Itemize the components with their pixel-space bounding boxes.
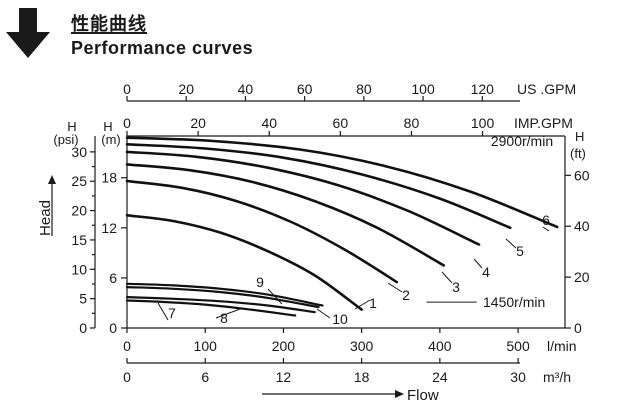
- series-group: [125, 136, 559, 317]
- curve-2: [125, 179, 399, 284]
- psi-tick-label: 0: [79, 320, 87, 336]
- curve-2-leader: [387, 282, 403, 293]
- us-gpm-tick-label: 0: [123, 81, 131, 97]
- imp-gpm-tick-label: 40: [261, 115, 277, 131]
- psi-axis-label-h: H: [67, 119, 76, 134]
- lpm-tick-label: 200: [272, 338, 296, 354]
- curve-7-label: 7: [168, 305, 176, 321]
- flow-arrow-head-icon: [395, 390, 404, 398]
- m3h-tick-label: 12: [276, 369, 292, 385]
- m-tick-label: 18: [101, 170, 117, 186]
- us-gpm-tick-label: 100: [411, 81, 435, 97]
- curve-8: [125, 296, 316, 314]
- ft-tick-label: 0: [574, 320, 582, 336]
- title-english: Performance curves: [71, 38, 254, 58]
- curve-6-leader: [542, 226, 550, 232]
- imp-gpm-tick-label: 60: [333, 115, 349, 131]
- us-gpm-axis-label: US .GPM: [517, 81, 576, 97]
- curve-9-leader: [267, 288, 283, 305]
- lpm-tick-label: 100: [194, 338, 218, 354]
- ft-tick-label: 40: [574, 218, 590, 234]
- head-axis-label: Head: [37, 200, 54, 236]
- m-tick-label: 6: [109, 270, 117, 286]
- curve-6-label: 6: [542, 212, 550, 228]
- labels-group: 2900r/min 1450r/min 1 2 3 4 5 6 7 8 9 10: [157, 133, 553, 327]
- psi-tick-label: 30: [71, 144, 87, 160]
- curve-10: [125, 282, 324, 307]
- curve-5-label: 5: [516, 243, 524, 259]
- ft-tick-label: 60: [574, 167, 590, 183]
- us-gpm-tick-label: 60: [297, 81, 313, 97]
- ft-axis-label-h: H: [575, 129, 584, 144]
- curve-1: [125, 214, 363, 311]
- m3h-tick-label: 24: [432, 369, 448, 385]
- curve-4: [125, 150, 481, 246]
- curve-3: [125, 163, 446, 267]
- psi-tick-label: 15: [71, 232, 87, 248]
- psi-tick-label: 20: [71, 203, 87, 219]
- lpm-axis-label: l/min: [547, 338, 577, 354]
- m-tick-label: 0: [109, 320, 117, 336]
- curve-5: [125, 143, 512, 230]
- title-chinese: 性能曲线: [71, 14, 147, 34]
- m3h-tick-label: 6: [201, 369, 209, 385]
- curve-8-leader: [215, 308, 241, 319]
- curve-5-leader: [505, 238, 517, 249]
- curve-4-leader: [473, 258, 483, 269]
- imp-gpm-tick-label: 0: [123, 115, 131, 131]
- m3h-tick-label: 30: [510, 369, 526, 385]
- us-gpm-tick-label: 80: [356, 81, 372, 97]
- curve-2-label: 2: [402, 287, 410, 303]
- ft-axis-label-unit: (ft): [570, 146, 586, 161]
- curve-7-leader: [157, 302, 169, 321]
- speed-label-1450: 1450r/min: [483, 294, 545, 310]
- psi-axis-label-unit: (psi): [53, 132, 78, 147]
- curve-9: [125, 286, 320, 309]
- down-arrow-icon: [6, 8, 50, 58]
- lpm-tick-label: 0: [123, 338, 131, 354]
- imp-gpm-axis-label: IMP.GPM: [514, 115, 573, 131]
- lpm-tick-label: 400: [428, 338, 452, 354]
- flow-axis-label: Flow: [407, 387, 439, 404]
- lpm-tick-label: 300: [350, 338, 374, 354]
- curve-8-label: 8: [220, 310, 228, 326]
- us-gpm-tick-label: 120: [471, 81, 495, 97]
- ft-tick-label: 20: [574, 269, 590, 285]
- m3h-tick-label: 18: [354, 369, 370, 385]
- curve-6: [125, 136, 559, 229]
- curve-3-leader: [441, 271, 453, 284]
- imp-gpm-tick-label: 100: [471, 115, 495, 131]
- curve-1-label: 1: [369, 295, 377, 311]
- curve-3-label: 3: [452, 279, 460, 295]
- psi-tick-label: 25: [71, 173, 87, 189]
- imp-gpm-tick-label: 80: [404, 115, 420, 131]
- curve-7: [125, 299, 297, 317]
- m-axis-label-h: H: [103, 119, 112, 134]
- us-gpm-tick-label: 40: [238, 81, 254, 97]
- m3h-axis-label: m³/h: [543, 369, 571, 385]
- curve-9-label: 9: [256, 274, 264, 290]
- us-gpm-tick-label: 20: [178, 81, 194, 97]
- curve-10-leader: [316, 308, 331, 319]
- m-axis-label-unit: (m): [101, 132, 121, 147]
- curve-10-label: 10: [332, 311, 348, 327]
- m-tick-label: 12: [101, 220, 117, 236]
- m3h-tick-label: 0: [123, 369, 131, 385]
- imp-gpm-tick-label: 20: [190, 115, 206, 131]
- head-arrow-head-icon: [48, 175, 56, 184]
- lpm-tick-label: 500: [506, 338, 530, 354]
- speed-label-2900: 2900r/min: [491, 133, 553, 149]
- psi-tick-label: 10: [71, 261, 87, 277]
- curve-4-label: 4: [482, 264, 490, 280]
- psi-tick-label: 5: [79, 291, 87, 307]
- curve-1-leader: [354, 299, 371, 310]
